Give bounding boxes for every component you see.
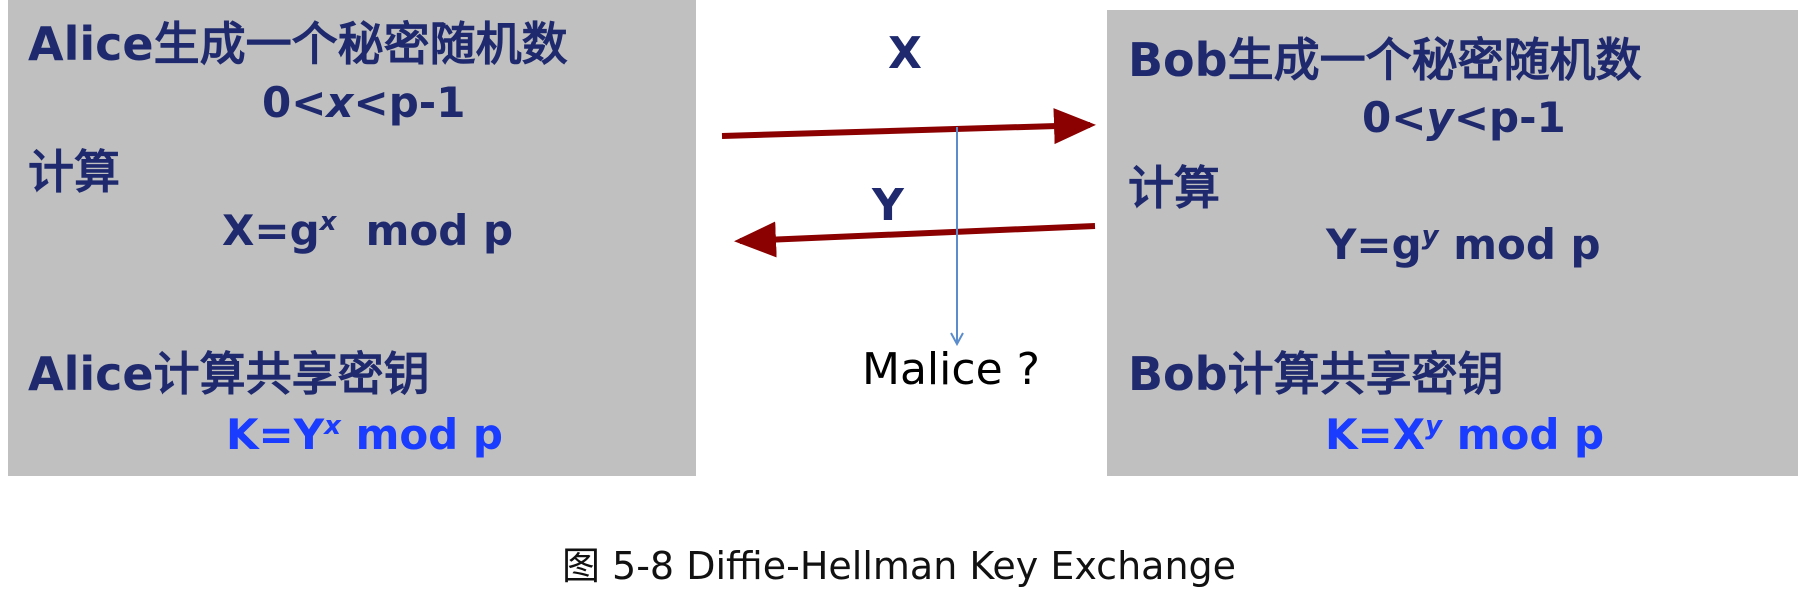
arrow-x-to-bob bbox=[721, 108, 1096, 145]
alice-intro: Alice生成一个秘密随机数 bbox=[28, 17, 568, 71]
alice-shared-key: K=Yx mod p bbox=[226, 410, 503, 459]
alice-panel bbox=[8, 0, 696, 476]
bob-compute-label: 计算 bbox=[1128, 161, 1220, 215]
message-x-label: X bbox=[888, 28, 922, 79]
bob-panel bbox=[1107, 10, 1798, 476]
bob-intro: Bob生成一个秘密随机数 bbox=[1128, 33, 1642, 87]
message-y-label: Y bbox=[872, 180, 904, 231]
arrow-y-to-alice bbox=[734, 221, 1096, 258]
malice-label: Malice ? bbox=[862, 344, 1040, 395]
alice-compute-label: 计算 bbox=[28, 145, 120, 199]
bob-range: 0<y<p-1 bbox=[1362, 93, 1566, 142]
bob-shared-label: Bob计算共享密钥 bbox=[1128, 347, 1504, 401]
alice-public-value: X=gx mod p bbox=[222, 206, 514, 255]
alice-shared-label: Alice计算共享密钥 bbox=[28, 347, 430, 401]
bob-public-value: Y=gy mod p bbox=[1326, 220, 1601, 269]
alice-range: 0<x<p-1 bbox=[262, 78, 466, 127]
figure-caption: 图 5-8 Diffie-Hellman Key Exchange bbox=[561, 544, 1237, 588]
bob-shared-key: K=Xy mod p bbox=[1325, 410, 1605, 459]
